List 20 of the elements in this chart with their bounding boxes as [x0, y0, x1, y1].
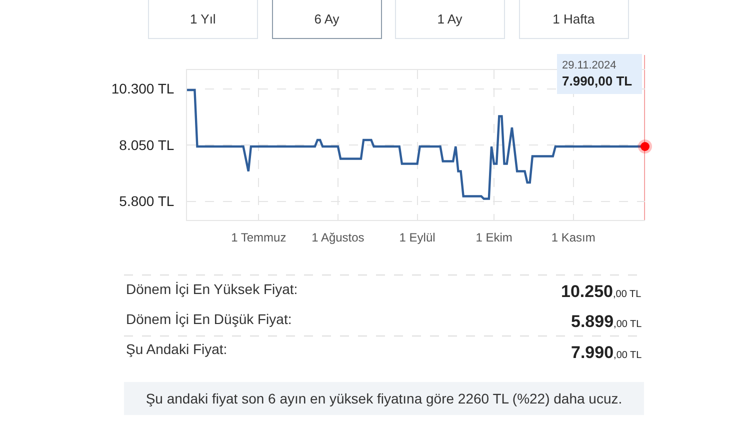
text: 1 Ay [437, 12, 463, 26]
annotation: 29.11.2024 7.990,00 TL [562, 60, 632, 88]
text: 10.250,00 TL [561, 282, 642, 301]
x-tick-label: 1 Temmuz [231, 230, 286, 244]
text: 1 Hafta [552, 12, 596, 26]
text: Şu Andaki Fiyat: [126, 341, 228, 357]
x-tick-label: 1 Ekim [476, 230, 512, 244]
text: 6 Ay [314, 12, 340, 26]
text: Dönem İçi En Düşük Fiyat: [126, 311, 292, 327]
x-tick-label: 1 Kasım [551, 230, 596, 244]
y-tick-label: 8.050 TL [119, 136, 174, 153]
text: 5.899,00 TL [571, 312, 642, 331]
text: 1 Yıl [190, 12, 216, 26]
y-tick-label: 5.800 TL [119, 193, 174, 210]
x-tick-label: 1 Ağustos [312, 230, 364, 244]
text: Dönem İçi En Yüksek Fiyat: [126, 281, 298, 297]
x-tick-label: 1 Eylül [399, 230, 436, 244]
y-tick-label: 10.300 TL [111, 80, 174, 97]
text: 7.990,00 TL [571, 343, 642, 362]
text: Şu andaki fiyat son 6 ayın en yüksek fiyatına göre 2260 TL (%22) daha ucuz. [146, 390, 622, 406]
